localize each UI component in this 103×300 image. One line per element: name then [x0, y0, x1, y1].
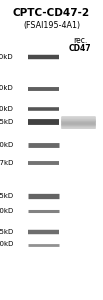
Text: (FSAI195-4A1): (FSAI195-4A1): [23, 21, 80, 30]
Text: 100kD: 100kD: [0, 106, 13, 112]
Text: 25kD: 25kD: [0, 193, 13, 199]
Text: 10kD: 10kD: [0, 242, 13, 248]
Text: 250kD: 250kD: [0, 54, 13, 60]
Text: 20kD: 20kD: [0, 208, 13, 214]
Text: 50kD: 50kD: [0, 142, 13, 148]
Text: 150kD: 150kD: [0, 85, 13, 91]
Text: 75kD: 75kD: [0, 119, 13, 125]
Text: rec.: rec.: [73, 36, 87, 45]
Text: 37kD: 37kD: [0, 160, 13, 166]
Text: CD47: CD47: [69, 44, 92, 53]
Text: CPTC-CD47-2: CPTC-CD47-2: [13, 8, 90, 17]
Text: 15kD: 15kD: [0, 229, 13, 235]
